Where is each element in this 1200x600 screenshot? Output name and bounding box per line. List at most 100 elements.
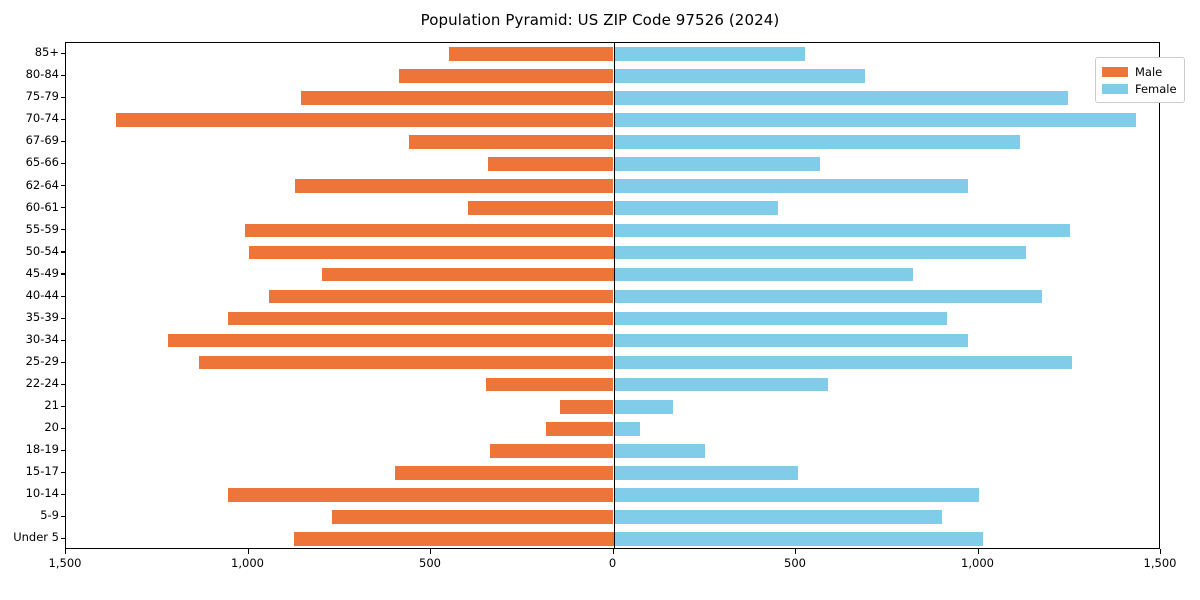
bar-male: [448, 47, 614, 61]
bar-female: [613, 399, 673, 414]
bar-female: [613, 333, 968, 348]
y-tick-label: 80-84: [25, 67, 59, 82]
bar-row: [66, 333, 1159, 348]
bar-row: [66, 245, 1159, 260]
chart-title: Population Pyramid: US ZIP Code 97526 (2…: [420, 11, 780, 29]
bar-male: [228, 311, 614, 326]
y-tick-label: 30-34: [25, 331, 59, 346]
bars-layer: [66, 43, 1159, 548]
y-tick-label: 18-19: [25, 442, 59, 457]
bar-male: [244, 223, 614, 238]
bar-male: [199, 355, 614, 370]
bar-row: [66, 466, 1159, 480]
y-tick-mark: [60, 97, 65, 99]
bar-row: [66, 377, 1159, 392]
y-tick-mark: [60, 471, 65, 473]
x-tick-mark: [795, 549, 797, 554]
bar-male: [399, 69, 614, 83]
y-tick-mark: [60, 405, 65, 407]
y-tick-mark: [60, 119, 65, 121]
bar-female: [613, 267, 913, 282]
bar-row: [66, 201, 1159, 216]
bar-male: [295, 179, 614, 194]
bar-row: [66, 69, 1159, 83]
bar-row: [66, 113, 1159, 127]
chart-legend: Male Female: [1095, 57, 1185, 103]
bar-female: [613, 311, 948, 326]
y-tick-mark: [60, 317, 65, 319]
bar-male: [268, 289, 614, 304]
bar-female: [613, 179, 968, 194]
y-tick-mark: [60, 339, 65, 341]
bar-row: [66, 443, 1159, 458]
y-tick-label: 5-9: [40, 508, 59, 523]
bar-female: [613, 245, 1026, 260]
y-tick-label: 70-74: [25, 111, 59, 126]
y-tick-mark: [60, 449, 65, 451]
bar-female: [613, 223, 1070, 238]
x-tick-label: 500: [419, 556, 441, 570]
bar-female: [613, 47, 806, 61]
plot-area: [65, 42, 1160, 549]
y-tick-mark: [60, 515, 65, 518]
y-tick-label: 50-54: [25, 243, 59, 258]
x-tick-mark: [977, 549, 979, 554]
bar-male: [321, 267, 614, 282]
bar-female: [613, 421, 641, 436]
legend-entry-female: Female: [1102, 80, 1177, 97]
zero-axis-line: [613, 43, 615, 548]
bar-male: [228, 488, 614, 502]
y-tick-mark: [60, 207, 65, 209]
legend-label: Female: [1135, 81, 1177, 96]
x-tick-mark: [247, 549, 249, 554]
bar-male: [486, 377, 614, 392]
y-tick-mark: [60, 75, 65, 77]
legend-label: Male: [1135, 64, 1163, 79]
x-tick-mark: [65, 549, 67, 554]
y-tick-label: Under 5: [13, 530, 59, 545]
bar-row: [66, 47, 1159, 61]
bar-female: [613, 289, 1043, 304]
x-tick-label: 1,000: [961, 556, 994, 570]
bar-male: [116, 113, 614, 127]
x-axis-labels: 1,500 1,000 500 0 500 1,000 1,500: [49, 556, 1177, 577]
bar-row: [66, 179, 1159, 194]
bar-male: [488, 157, 614, 172]
bar-female: [613, 157, 820, 172]
bar-male: [409, 135, 614, 150]
bar-female: [613, 201, 779, 216]
bar-female: [613, 466, 798, 480]
bar-row: [66, 135, 1159, 150]
bar-row: [66, 157, 1159, 172]
legend-swatch-icon: [1102, 66, 1128, 77]
y-tick-mark: [60, 361, 65, 363]
bar-female: [613, 510, 942, 524]
y-tick-label: 25-29: [25, 353, 59, 368]
bar-row: [66, 488, 1159, 502]
y-tick-mark: [60, 141, 65, 143]
bar-male: [294, 532, 614, 546]
bar-row: [66, 421, 1159, 436]
y-tick-label: 45-49: [25, 265, 59, 280]
y-tick-mark: [60, 295, 65, 297]
y-tick-label: 15-17: [25, 464, 59, 479]
bar-row: [66, 267, 1159, 282]
bar-male: [332, 510, 614, 524]
y-tick-label: 85+: [34, 45, 59, 60]
y-tick-label: 62-64: [25, 177, 59, 192]
y-tick-label: 21: [44, 397, 59, 412]
y-tick-label: 75-79: [25, 89, 59, 104]
bar-row: [66, 91, 1159, 105]
bar-female: [613, 69, 866, 83]
y-tick-mark: [60, 53, 65, 55]
bar-female: [613, 91, 1068, 105]
y-tick-label: 35-39: [25, 309, 59, 324]
bar-male: [248, 245, 614, 260]
bar-female: [613, 377, 829, 392]
bar-female: [613, 113, 1137, 127]
legend-entry-male: Male: [1102, 63, 1177, 80]
y-tick-label: 10-14: [25, 486, 59, 501]
y-tick-mark: [60, 229, 65, 231]
x-tick-mark: [612, 549, 614, 554]
y-tick-label: 67-69: [25, 133, 59, 148]
